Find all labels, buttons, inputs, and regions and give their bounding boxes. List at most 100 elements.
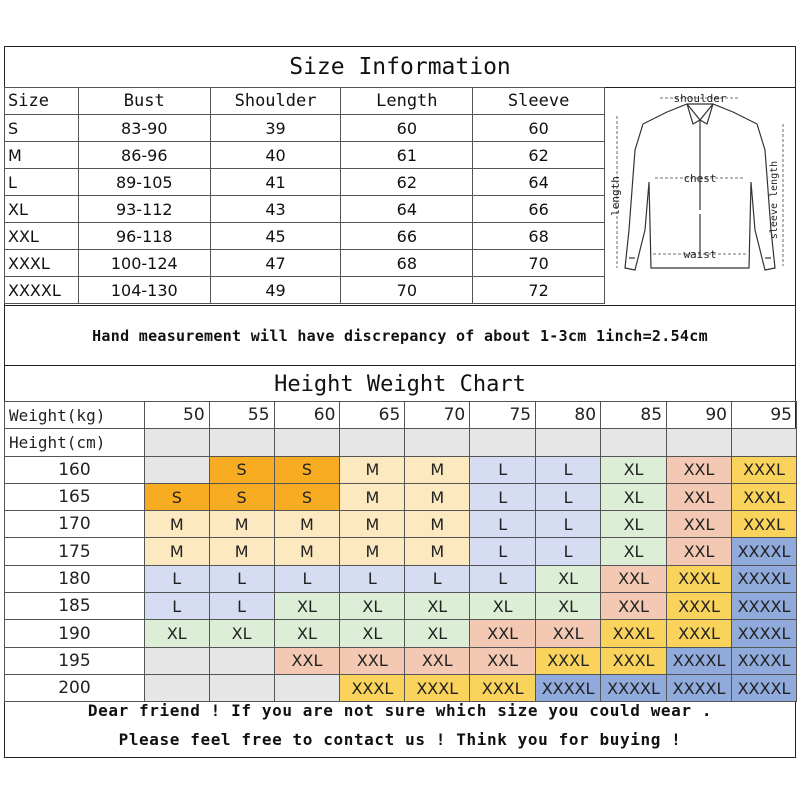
size-cell-xxxl: XXXL	[339, 673, 406, 703]
footer-line-2: Please feel free to contact us ! Think y…	[118, 730, 682, 749]
size-table-cell: 70	[340, 276, 474, 304]
size-table-cell: 93-112	[77, 195, 211, 223]
size-cell-l: L	[208, 564, 275, 594]
size-cell-l: L	[273, 564, 341, 594]
shirt-measurement-diagram: shoulder chest waist length sleeve lengt…	[609, 92, 784, 271]
size-table-row: M 86-96 40 61 62	[4, 141, 605, 169]
size-table-row: XXXXL 104-130 49 70 72	[4, 276, 605, 304]
size-cell-l: L	[469, 510, 537, 539]
height-weight-table: Weight(kg) 50 55 60 65 70 75 80 85 90 95 Height(cm)…	[4, 400, 798, 703]
size-cell-xl: XL	[600, 510, 668, 539]
empty-cell	[208, 673, 275, 703]
size-cell-xxxxl: XXXXL	[600, 673, 668, 703]
weight-value-cell: 70	[404, 400, 471, 430]
size-cell-l: L	[208, 592, 275, 621]
size-information-title: Size Information	[289, 54, 511, 80]
size-cell-xxxl: XXXL	[600, 646, 668, 675]
size-cell-xl: XL	[404, 592, 471, 621]
size-table-cell: 86-96	[77, 141, 211, 169]
size-table-cell: 39	[209, 114, 342, 142]
size-table-cell: 47	[209, 249, 342, 277]
size-cell-xxl: XXL	[666, 510, 732, 539]
size-table-row: L 89-105 41 62 64	[4, 168, 605, 196]
size-cell-xxxxl: XXXXL	[666, 646, 732, 675]
height-row: 160 S S M M L L XL XXL XXXL	[4, 455, 798, 484]
size-table-cell: 104-130	[77, 276, 211, 304]
empty-cell	[143, 455, 210, 484]
size-cell-m: M	[404, 482, 471, 512]
size-cell-xxxl: XXXL	[404, 673, 471, 703]
size-table-cell: 66	[340, 222, 474, 250]
size-cell-xxxxl: XXXXL	[535, 673, 602, 703]
size-chart-panel: Size Information Size Bust Shoulder Length S…	[4, 46, 798, 758]
size-table-row: S 83-90 39 60 60	[4, 114, 605, 142]
height-value-cell: 165	[4, 482, 145, 512]
size-table-cell: 49	[209, 276, 342, 304]
size-cell-xxxxl: XXXXL	[730, 537, 798, 566]
height-row: 200 XXXL XXXL XXXL XXXXL XXXXL XXXXL XXXXL	[4, 673, 798, 703]
empty-cell	[404, 428, 471, 457]
size-cell-m: M	[339, 510, 406, 539]
empty-cell	[208, 646, 275, 675]
height-row: 175 M M M M M L L XL XXL XXXXL	[4, 537, 798, 566]
size-table-cell: 60	[472, 114, 605, 142]
size-cell-l: L	[535, 537, 602, 566]
size-table-cell: 62	[340, 168, 474, 196]
size-cell-xxxxl: XXXXL	[730, 592, 798, 621]
size-cell-xxxxl: XXXXL	[730, 673, 798, 703]
size-cell-xl: XL	[208, 619, 275, 648]
size-cell-m: M	[339, 537, 406, 566]
size-table-cell: M	[4, 141, 79, 169]
height-row: 170 M M M M M L L XL XXL XXXL	[4, 510, 798, 539]
empty-cell	[600, 428, 668, 457]
height-value-cell: 200	[4, 673, 145, 703]
size-cell-l: L	[469, 482, 537, 512]
size-table-cell: 62	[472, 141, 605, 169]
size-table-cell: 70	[472, 249, 605, 277]
size-table-cell: 40	[209, 141, 342, 169]
size-cell-xxl: XXL	[666, 455, 732, 484]
size-table-cell: 96-118	[77, 222, 211, 250]
size-table-cell: 68	[340, 249, 474, 277]
size-table-cell: 61	[340, 141, 474, 169]
height-value-cell: 185	[4, 592, 145, 621]
empty-cell	[339, 428, 406, 457]
size-cell-xxl: XXL	[339, 646, 406, 675]
height-value-cell: 175	[4, 537, 145, 566]
height-weight-chart-title: Height Weight Chart	[274, 372, 526, 397]
height-row: 195 XXL XXL XXL XXL XXXL XXXL XXXXL XXXXL	[4, 646, 798, 675]
size-cell-l: L	[143, 592, 210, 621]
height-value-cell: 160	[4, 455, 145, 484]
size-cell-xxxxl: XXXXL	[730, 646, 798, 675]
size-cell-xl: XL	[600, 455, 668, 484]
weight-value-cell: 65	[339, 400, 406, 430]
size-cell-xxl: XXL	[600, 592, 668, 621]
size-table-cell: 83-90	[77, 114, 211, 142]
sleeve-length-label: sleeve length	[769, 161, 780, 239]
size-cell-xxxl: XXXL	[469, 673, 537, 703]
size-cell-l: L	[535, 510, 602, 539]
size-cell-xl: XL	[535, 564, 602, 594]
size-cell-m: M	[143, 510, 210, 539]
size-cell-xxxl: XXXL	[600, 619, 668, 648]
size-cell-xxxxl: XXXXL	[666, 673, 732, 703]
length-label: length	[609, 176, 622, 216]
empty-cell	[273, 428, 341, 457]
size-cell-xl: XL	[600, 482, 668, 512]
size-table-row: XXL 96-118 45 66 68	[4, 222, 605, 250]
weight-value-cell: 50	[143, 400, 210, 430]
size-cell-xl: XL	[273, 592, 341, 621]
weight-value-cell: 85	[600, 400, 668, 430]
height-row: 165 S S S M M L L XL XXL XXXL	[4, 482, 798, 512]
size-cell-xl: XL	[469, 592, 537, 621]
size-cell-l: L	[469, 537, 537, 566]
size-cell-xxl: XXL	[273, 646, 341, 675]
size-table-row: XXXL 100-124 47 68 70	[4, 249, 605, 277]
size-header-cell: Size	[4, 87, 79, 115]
size-cell-l: L	[143, 564, 210, 594]
size-cell-xxl: XXL	[535, 619, 602, 648]
size-table-cell: 66	[472, 195, 605, 223]
empty-cell	[469, 428, 537, 457]
size-cell-xxxl: XXXL	[730, 510, 798, 539]
empty-cell	[273, 673, 341, 703]
